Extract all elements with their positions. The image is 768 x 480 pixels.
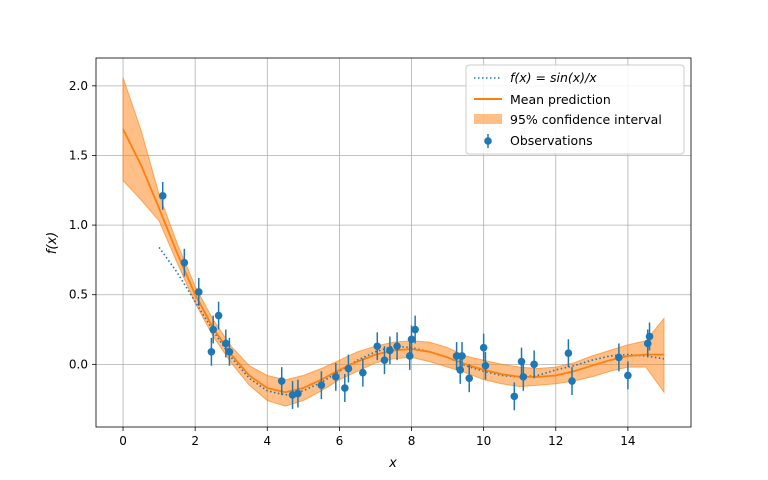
plot-frame — [95, 57, 692, 428]
legend-function-label: f(x) = sin(x)/x — [510, 70, 597, 85]
confidence-band — [122, 77, 665, 407]
observation-point — [643, 339, 652, 348]
legend-band-label: 95% confidence interval — [510, 112, 662, 127]
observation-point — [332, 373, 340, 381]
y-tick-label: 1.0 — [69, 218, 88, 232]
observation-point — [624, 371, 632, 380]
x-tick-label: 8 — [408, 434, 416, 448]
x-tick-label: 6 — [336, 434, 344, 448]
observation-point — [294, 389, 302, 398]
observation-point — [452, 352, 461, 360]
band-layer — [122, 77, 665, 407]
legend: f(x) = sin(x)/x Mean prediction 95% conf… — [465, 64, 685, 155]
y-tick-label: 1.5 — [69, 148, 88, 162]
observation-point — [481, 361, 490, 370]
observation-point — [209, 325, 217, 334]
observation-point — [615, 353, 623, 362]
observation-point — [568, 377, 576, 385]
x-tick-label: 12 — [548, 434, 563, 448]
legend-box — [465, 64, 685, 155]
observation-point — [222, 339, 230, 348]
x-tick-label: 4 — [263, 434, 271, 448]
y-tick-label: 0.5 — [69, 288, 88, 302]
observation-point — [458, 352, 466, 360]
observation-point — [194, 288, 203, 296]
observation-point — [465, 374, 474, 383]
observation-point — [530, 360, 538, 369]
observation-point — [373, 342, 382, 351]
y-axis-label: f(x) — [45, 232, 60, 254]
x-ticks: 0 2 4 6 8 10 12 14 — [119, 427, 636, 448]
observation-point — [359, 368, 367, 377]
observations-layer — [158, 181, 654, 411]
x-tick-label: 10 — [476, 434, 491, 448]
observation-point — [225, 348, 234, 356]
y-tick-label: 2.0 — [69, 79, 88, 93]
observation-point — [277, 377, 286, 385]
observation-point — [411, 325, 419, 334]
observation-point — [517, 357, 526, 366]
observation-point — [479, 343, 488, 352]
x-tick-label: 0 — [119, 434, 127, 448]
observation-point — [386, 346, 394, 355]
observation-point — [407, 335, 416, 344]
observation-point — [341, 384, 349, 392]
observation-point — [645, 332, 654, 341]
observation-point — [380, 356, 389, 364]
observation-point — [344, 364, 353, 373]
legend-observations-label: Observations — [510, 133, 593, 148]
observation-point — [519, 373, 528, 381]
x-tick-label: 14 — [620, 434, 635, 448]
observation-point — [180, 258, 189, 267]
y-tick-label: 0.0 — [69, 357, 88, 371]
observation-point — [214, 311, 223, 320]
legend-mean-label: Mean prediction — [510, 92, 611, 107]
observation-point — [158, 192, 167, 200]
observation-point — [207, 348, 216, 356]
observation-point — [564, 349, 573, 358]
y-ticks: 0.0 0.5 1.0 1.5 2.0 — [69, 79, 96, 371]
observation-point — [405, 352, 414, 360]
observation-point — [317, 381, 326, 390]
observation-point — [510, 392, 519, 401]
x-tick-label: 2 — [191, 434, 199, 448]
x-axis-label: x — [388, 456, 397, 471]
legend-observations-marker — [484, 137, 492, 145]
legend-band-swatch — [474, 114, 502, 124]
observation-point — [456, 366, 465, 374]
observation-point — [393, 342, 401, 351]
